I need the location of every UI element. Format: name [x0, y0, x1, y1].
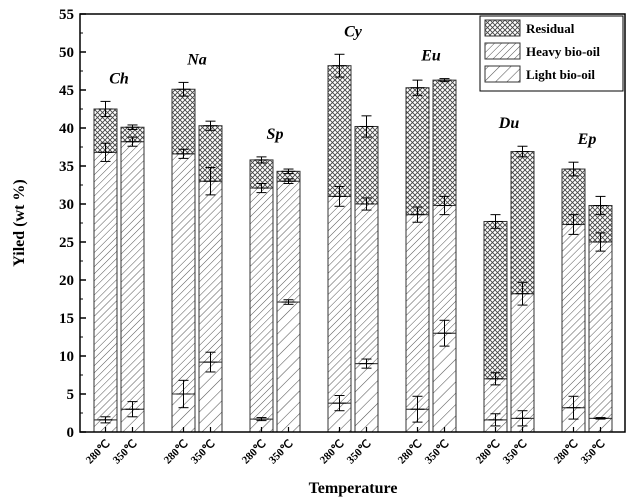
bar-heavy-bio-oil — [171, 153, 196, 395]
x-tick-label: 350℃ — [267, 438, 296, 467]
bar-light-bio-oil — [432, 332, 457, 433]
x-tick-label: 350℃ — [501, 438, 530, 467]
legend-swatch — [484, 65, 521, 83]
x-tick-label: 350℃ — [423, 438, 452, 467]
bar-light-bio-oil — [198, 361, 223, 433]
x-tick-label: 280℃ — [162, 438, 191, 467]
x-tick-label: 280℃ — [84, 438, 113, 467]
x-tick-label: 280℃ — [318, 438, 347, 467]
x-axis-title: Temperature — [309, 480, 398, 497]
bar-heavy-bio-oil — [198, 180, 223, 363]
bar-residual — [483, 220, 508, 380]
legend-swatch — [484, 42, 521, 60]
bar-heavy-bio-oil — [249, 187, 274, 420]
y-axis: 0 5 10 15 20 25 30 35 40 45 50 55 — [59, 7, 86, 441]
y-tick-label: 40 — [59, 121, 74, 137]
y-axis-title: Yiled (wt %) — [11, 179, 28, 266]
y-tick-label: 50 — [59, 45, 74, 61]
bars-layer — [93, 65, 613, 433]
group-labels: Ch Na Sp Cy Eu Du Ep — [109, 23, 596, 148]
x-tick-label: 350℃ — [345, 438, 374, 467]
legend: Residual Heavy bio-oil Light bio-oil — [479, 15, 624, 92]
x-tick-label: 280℃ — [552, 438, 581, 467]
bar-heavy-bio-oil — [93, 151, 118, 421]
group-label: Ep — [577, 131, 597, 148]
x-tick-label: 350℃ — [111, 438, 140, 467]
x-tick-label: 280℃ — [240, 438, 269, 467]
plot-frame — [79, 13, 626, 433]
group-label: Du — [498, 115, 520, 132]
bar-light-bio-oil — [354, 363, 379, 433]
y-tick-label: 35 — [59, 159, 74, 175]
y-tick-label: 45 — [59, 83, 74, 99]
bar-residual — [354, 125, 379, 205]
bar-heavy-bio-oil — [561, 224, 586, 409]
bar-heavy-bio-oil — [327, 195, 352, 404]
group-label: Cy — [344, 23, 363, 40]
bar-light-bio-oil — [276, 301, 301, 433]
bar-residual — [171, 88, 196, 155]
x-tick-label: 280℃ — [396, 438, 425, 467]
legend-label: Light bio-oil — [526, 67, 595, 82]
bar-heavy-bio-oil — [354, 203, 379, 365]
group-label: Sp — [267, 126, 284, 143]
y-tick-label: 10 — [59, 349, 74, 365]
bar-heavy-bio-oil — [276, 180, 301, 303]
bar-heavy-bio-oil — [405, 214, 430, 410]
group-label: Eu — [420, 48, 441, 65]
legend-label: Residual — [526, 21, 575, 36]
y-tick-label: 55 — [59, 7, 74, 23]
x-tick-label: 350℃ — [189, 438, 218, 467]
y-tick-label: 20 — [59, 273, 74, 289]
y-tick-label: 15 — [59, 311, 74, 327]
bar-heavy-bio-oil — [588, 241, 613, 419]
y-tick-label: 5 — [67, 387, 75, 403]
bar-residual — [327, 65, 352, 197]
legend-swatch — [484, 19, 521, 37]
bar-heavy-bio-oil — [432, 205, 457, 334]
x-tick-label: 280℃ — [474, 438, 503, 467]
bar-residual — [432, 79, 457, 207]
y-tick-label: 25 — [59, 235, 74, 251]
y-tick-label: 0 — [67, 425, 75, 441]
legend-label: Heavy bio-oil — [526, 44, 600, 59]
bar-residual — [510, 151, 535, 295]
bar-heavy-bio-oil — [120, 141, 145, 410]
bar-residual — [405, 87, 430, 216]
group-label: Na — [186, 51, 207, 68]
bar-heavy-bio-oil — [510, 293, 535, 419]
y-tick-label: 30 — [59, 197, 74, 213]
group-label: Ch — [109, 70, 129, 87]
error-bars-layer — [98, 53, 608, 427]
x-tick-label: 350℃ — [579, 438, 608, 467]
